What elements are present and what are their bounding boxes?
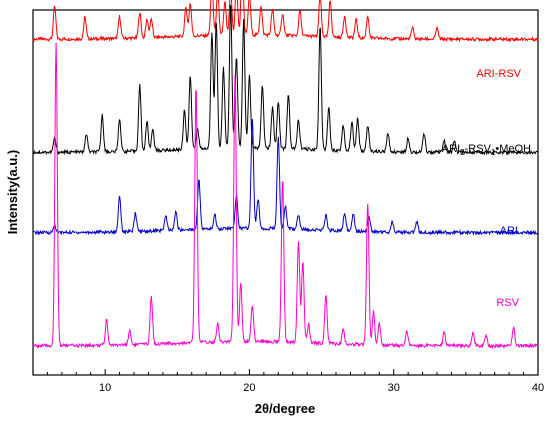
series-line-rsv <box>32 42 539 350</box>
x-tick-label: 40 <box>532 382 544 394</box>
series-line-ari <box>32 118 539 237</box>
series-label-rsv: RSV <box>496 297 519 309</box>
x-axis-label: 2θ/degree <box>255 401 316 416</box>
plot-area-frame <box>32 9 539 376</box>
y-axis-label: Intensity(a.u.) <box>5 150 20 235</box>
series-label-ari2-sub1: 2 <box>460 148 465 157</box>
series-line-ari-rsv <box>32 0 539 43</box>
series-label-ari2-rsv1-meoh: ARI2-RSV1•MeOH <box>442 143 531 157</box>
series-label-ari2-main: ARI <box>442 143 460 155</box>
x-tick-label: 30 <box>388 382 400 394</box>
series-label-ari2-end: •MeOH <box>495 143 531 155</box>
x-axis: 10 20 30 40 <box>32 369 544 394</box>
series-label-ari: ARI <box>500 225 518 237</box>
series-label-ari2-sub2: 1 <box>491 148 496 157</box>
series-label-ari-rsv: ARI-RSV <box>476 68 521 80</box>
traces-layer <box>32 0 539 350</box>
series-label-ari2-mid: -RSV <box>465 143 492 155</box>
series-line-ari2-rsv1-meoh <box>32 4 539 156</box>
x-tick-label: 10 <box>99 382 111 394</box>
x-tick-label: 20 <box>243 382 255 394</box>
